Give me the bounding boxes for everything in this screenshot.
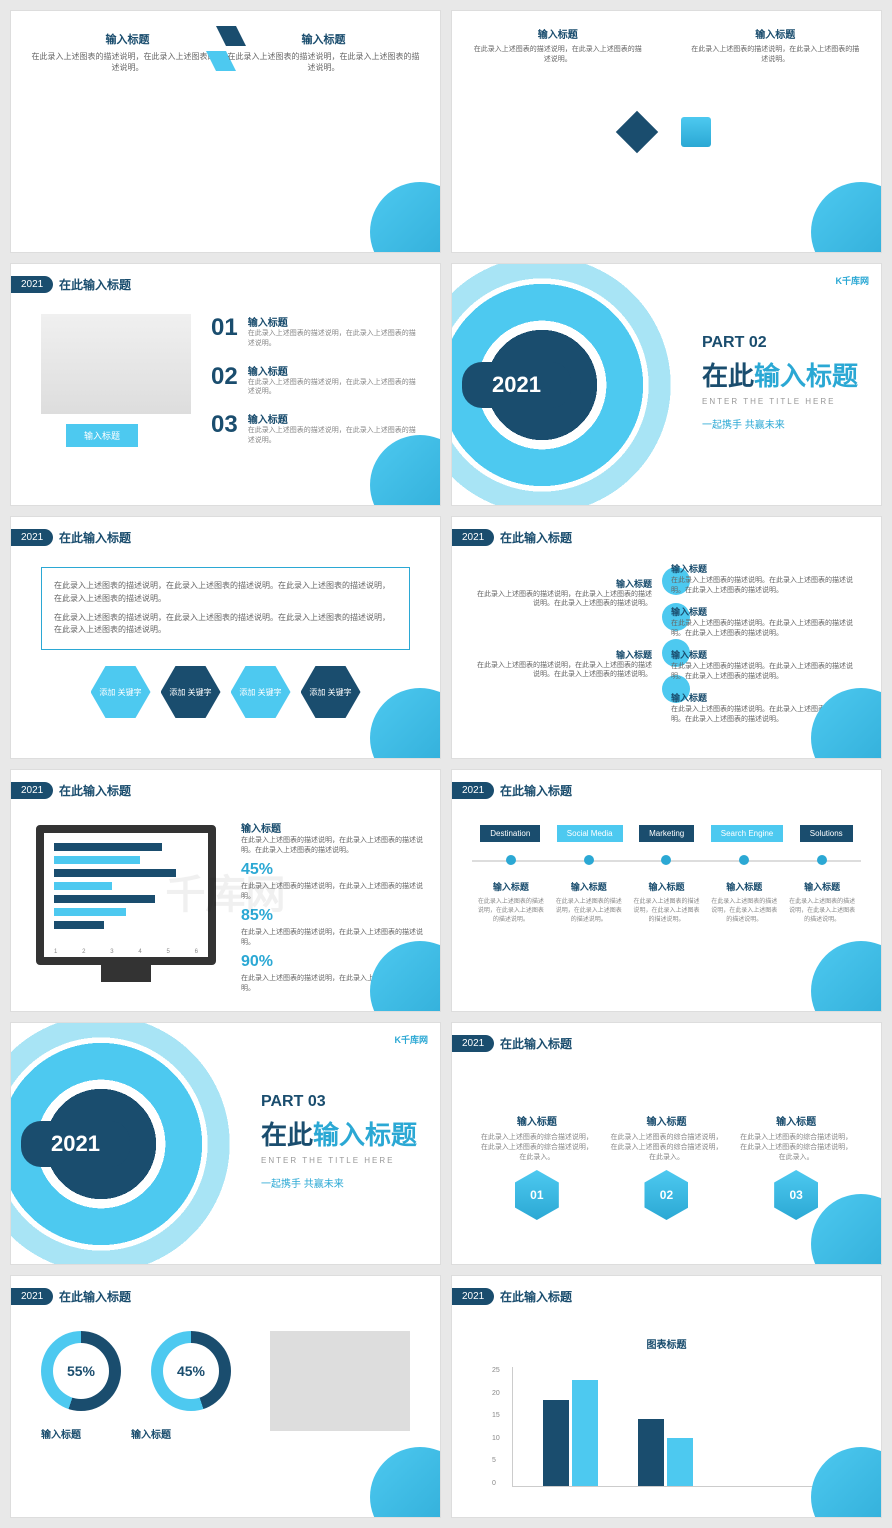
donut-2: 45% (151, 1331, 231, 1411)
text-box: 在此录入上述图表的描述说明，在此录入上述图表的描述说明。在此录入上述图表的描述说… (41, 567, 410, 650)
title: 输入标题 (689, 26, 861, 41)
hexagon: 添加 关键字 (231, 666, 291, 718)
year-badge: 2021 (452, 782, 494, 799)
logo: K千库网 (395, 1033, 429, 1046)
slide-title: 在此输入标题 (59, 1288, 131, 1305)
year-badge: 2021 (452, 529, 494, 546)
slide-11: 2021 在此输入标题 55% 45% 输入标题输入标题 (10, 1275, 441, 1518)
slide-title: 在此输入标题 (59, 276, 131, 293)
slide-5: 2021 在此输入标题 在此录入上述图表的描述说明，在此录入上述图表的描述说明。… (10, 516, 441, 759)
year-badge: 2021 (11, 782, 53, 799)
desc: 在此录入上述图表的描述说明，在此录入上述图表的描述说明。 (472, 44, 644, 64)
corner-decoration (370, 182, 441, 253)
slide-8: 2021 在此输入标题 Destination Social Media Mar… (451, 769, 882, 1012)
donut-charts: 55% 45% (41, 1331, 231, 1411)
slide-title: 在此输入标题 (500, 1288, 572, 1305)
year-badge: 2021 (11, 276, 53, 293)
hexagon: 添加 关键字 (161, 666, 221, 718)
section-slide-2: K千库网 2021 PART 02 在此输入标题 ENTER THE TITLE… (451, 263, 882, 506)
title: 输入标题 (472, 26, 644, 41)
number: 01 (211, 314, 238, 349)
year-badge: 2021 (11, 529, 53, 546)
corner-decoration (811, 941, 882, 1012)
year-pill: 2021 (462, 362, 571, 408)
slide-title: 在此输入标题 (59, 782, 131, 799)
title: 输入标题 (227, 31, 420, 47)
title-button[interactable]: 输入标题 (66, 424, 138, 447)
slide-12: 2021 在此输入标题 图表标题 0510152025 (451, 1275, 882, 1518)
slide-3: 2021 在此输入标题 输入标题 01输入标题在此录入上述图表的描述说明，在此录… (10, 263, 441, 506)
image-placeholder (270, 1331, 410, 1431)
tagline: 一起携手 共赢未来 (261, 1175, 417, 1190)
square-icon (681, 117, 711, 147)
main-title: 在此输入标题 (261, 1115, 417, 1152)
year-badge: 2021 (452, 1288, 494, 1305)
logo: K千库网 (836, 274, 870, 287)
tagline: 一起携手 共赢未来 (702, 416, 858, 431)
diamond-icon (616, 110, 658, 152)
part-label: PART 02 (702, 334, 858, 352)
slide-10: 2021 在此输入标题 输入标题在此录入上述图表的综合描述说明，在此录入上述图表… (451, 1022, 882, 1265)
subtitle: ENTER THE TITLE HERE (261, 1156, 417, 1165)
number: 02 (211, 363, 238, 398)
hexagon-row: 添加 关键字 添加 关键字 添加 关键字 添加 关键字 (11, 666, 440, 718)
section-slide-3: K千库网 2021 PART 03 在此输入标题 ENTER THE TITLE… (10, 1022, 441, 1265)
slide-title: 在此输入标题 (500, 782, 572, 799)
number: 03 (211, 411, 238, 446)
slide-title: 在此输入标题 (59, 529, 131, 546)
timeline-cols: 输入标题在此录入上述图表的描述说明，在此录入上述图表的描述说明。 输入标题在此录… (472, 880, 861, 923)
corner-decoration (370, 1447, 441, 1518)
corner-decoration (811, 182, 882, 253)
hexagon: 添加 关键字 (91, 666, 151, 718)
timeline-tags: Destination Social Media Marketing Searc… (472, 825, 861, 842)
bar-chart: 图表标题 0510152025 (492, 1336, 841, 1487)
main-title: 在此输入标题 (702, 356, 858, 393)
year-badge: 2021 (11, 1288, 53, 1305)
slide-1: 输入标题在此录入上述图表的描述说明，在此录入上述图表的描述说明。 输入标题在此录… (10, 10, 441, 253)
desc: 在此录入上述图表的描述说明，在此录入上述图表的描述说明。 (689, 44, 861, 64)
year-badge: 2021 (452, 1035, 494, 1052)
slide-7: 2021 在此输入标题 123456 输入标题在此录入上述图表的描述说明，在此录… (10, 769, 441, 1012)
slide-6: 2021 在此输入标题 输入标题在此录入上述图表的描述说明，在此录入上述图表的描… (451, 516, 882, 759)
part-label: PART 03 (261, 1093, 417, 1111)
slide-title: 在此输入标题 (500, 529, 572, 546)
donut-1: 55% (41, 1331, 121, 1411)
monitor: 123456 (36, 825, 216, 965)
year-pill: 2021 (21, 1121, 130, 1167)
desc: 在此录入上述图表的描述说明，在此录入上述图表的描述说明。 (227, 51, 420, 73)
slide-title: 在此输入标题 (500, 1035, 572, 1052)
laptop-image (41, 314, 191, 414)
numbered-list: 01输入标题在此录入上述图表的描述说明，在此录入上述图表的描述说明。 02输入标… (211, 314, 420, 460)
hex-row: 输入标题在此录入上述图表的综合描述说明，在此录入上述图表的综合描述说明，在此录入… (472, 1113, 861, 1220)
hexagon: 添加 关键字 (301, 666, 361, 718)
left-col: 输入标题在此录入上述图表的描述说明，在此录入上述图表的描述说明。在此录入上述图表… (472, 567, 652, 679)
slide-2: 输入标题在此录入上述图表的描述说明，在此录入上述图表的描述说明。 输入标题在此录… (451, 10, 882, 253)
subtitle: ENTER THE TITLE HERE (702, 397, 858, 406)
